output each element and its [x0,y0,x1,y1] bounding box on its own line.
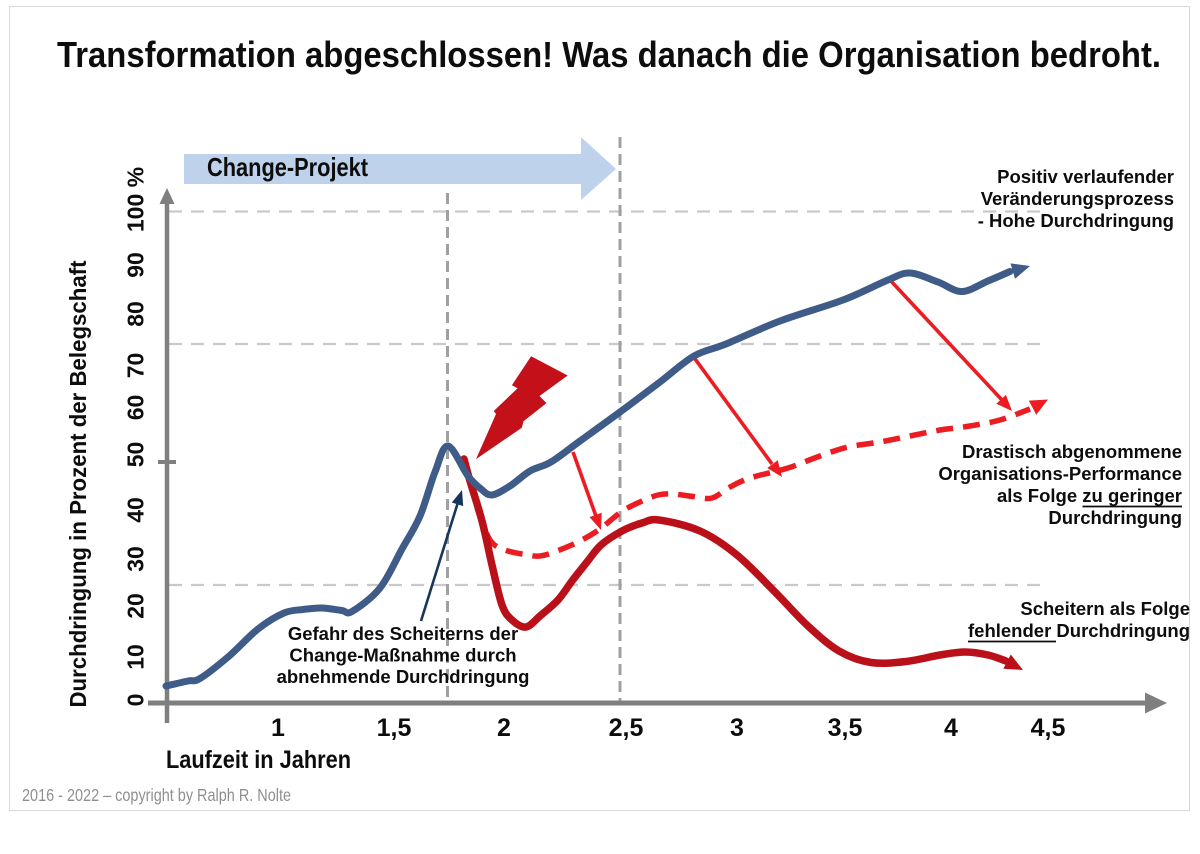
svg-text:Organisations-Performance: Organisations-Performance [938,463,1182,484]
svg-text:2016 - 2022 – copyright by Ral: 2016 - 2022 – copyright by Ralph R. Nolt… [22,785,291,805]
svg-text:40: 40 [123,497,149,523]
svg-text:Positiv verlaufender: Positiv verlaufender [997,166,1174,187]
svg-text:Laufzeit in Jahren: Laufzeit in Jahren [166,746,351,774]
svg-text:1,5: 1,5 [377,714,412,742]
svg-text:3,5: 3,5 [828,714,863,742]
svg-text:20: 20 [123,593,149,619]
svg-text:90: 90 [123,252,149,278]
svg-text:Durchdringung in Prozent der B: Durchdringung in Prozent der Belegschaft [65,260,91,707]
svg-text:abnehmende Durchdringung: abnehmende Durchdringung [277,666,530,687]
svg-text:Veränderungsprozess: Veränderungsprozess [981,188,1174,209]
svg-text:fehlender Durchdringung: fehlender Durchdringung [968,620,1190,641]
svg-text:Durchdringung: Durchdringung [1048,507,1182,528]
svg-text:70: 70 [123,353,149,379]
svg-text:2: 2 [497,714,511,742]
svg-text:80: 80 [123,301,149,327]
svg-text:Change-Projekt: Change-Projekt [207,152,368,182]
svg-text:2,5: 2,5 [609,714,644,742]
svg-text:- Hohe Durchdringung: - Hohe Durchdringung [978,210,1174,231]
svg-text:30: 30 [123,546,149,572]
svg-text:100 %: 100 % [123,167,149,232]
svg-text:3: 3 [730,714,744,742]
svg-text:Gefahr des Scheiterns der: Gefahr des Scheiterns der [288,623,518,644]
svg-text:10: 10 [123,644,149,670]
svg-text:Transformation abgeschlossen!: Transformation abgeschlossen! Was danach… [57,34,1161,75]
svg-text:1: 1 [271,714,285,742]
svg-text:60: 60 [123,395,149,421]
svg-text:0: 0 [123,694,149,707]
svg-text:4,5: 4,5 [1031,714,1066,742]
svg-text:als Folge zu geringer: als Folge zu geringer [997,485,1182,506]
svg-text:Scheitern als Folge: Scheitern als Folge [1020,598,1190,619]
svg-text:50: 50 [123,442,149,468]
svg-text:Change-Maßnahme durch: Change-Maßnahme durch [289,645,516,666]
svg-text:4: 4 [944,714,958,742]
svg-text:Drastisch abgenommene: Drastisch abgenommene [962,441,1182,462]
